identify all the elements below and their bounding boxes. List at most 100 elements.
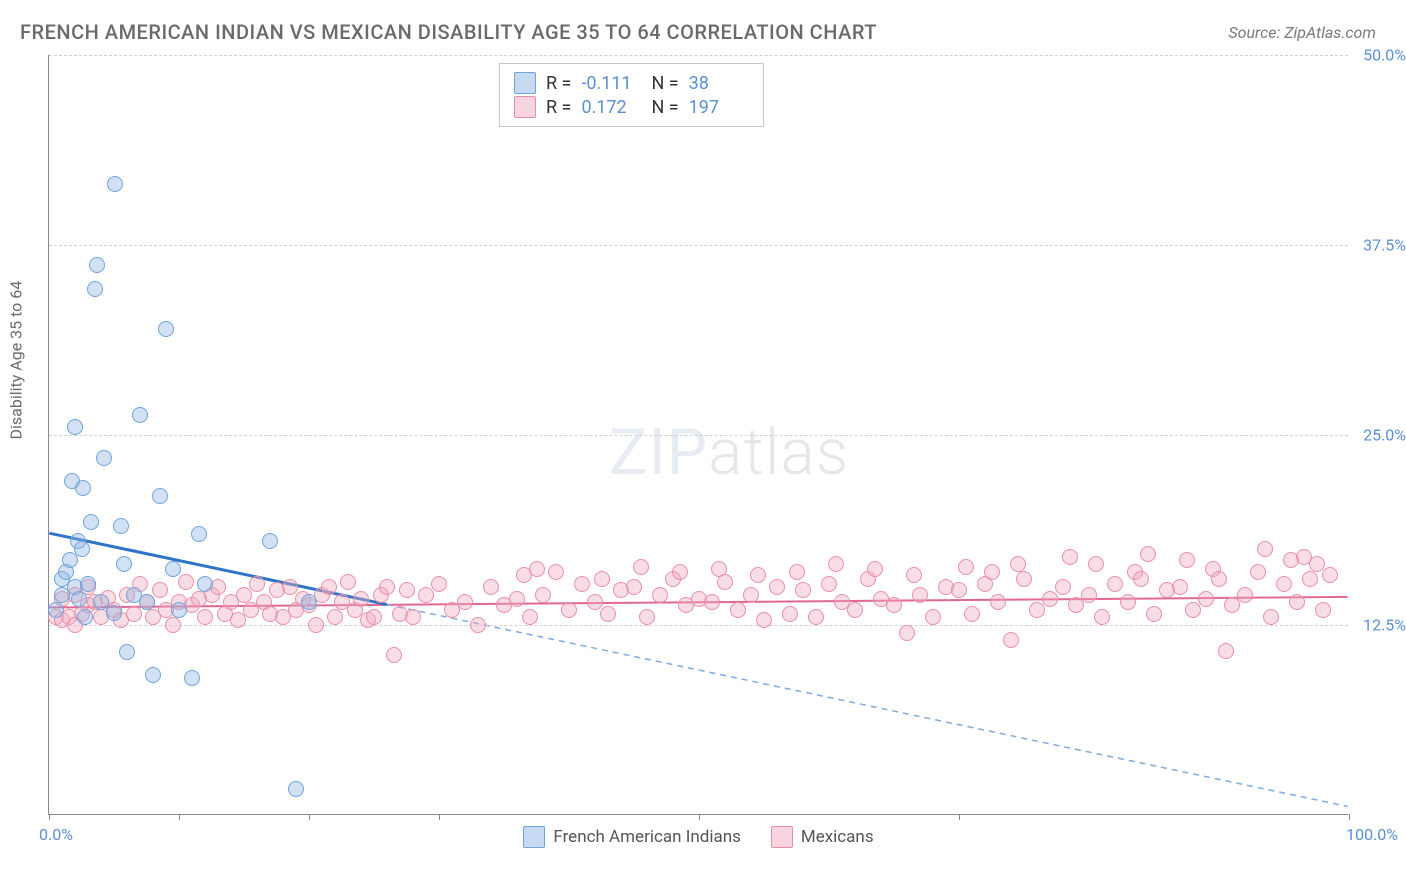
data-point <box>230 612 246 628</box>
data-point <box>405 609 421 625</box>
legend-label-series1: French American Indians <box>553 827 740 847</box>
data-point <box>145 667 161 683</box>
data-point <box>399 582 415 598</box>
data-point <box>470 617 486 633</box>
data-point <box>116 556 132 572</box>
data-point <box>132 407 148 423</box>
stats-row-series2: R = 0.172 N = 197 <box>514 96 749 118</box>
swatch-series2-icon <box>514 96 536 118</box>
stats-row-series1: R = -0.111 N = 38 <box>514 72 749 94</box>
data-point <box>191 526 207 542</box>
stats-legend: R = -0.111 N = 38 R = 0.172 N = 197 <box>499 63 764 127</box>
data-point <box>964 606 980 622</box>
data-point <box>89 257 105 273</box>
r-label: R = <box>546 73 571 94</box>
data-point <box>184 670 200 686</box>
r-value-series1: -0.111 <box>581 73 641 94</box>
data-point <box>418 587 434 603</box>
data-point <box>1198 591 1214 607</box>
legend-label-series2: Mexicans <box>801 827 874 847</box>
data-point <box>1107 576 1123 592</box>
data-point <box>600 606 616 622</box>
data-point <box>1068 597 1084 613</box>
data-point <box>756 612 772 628</box>
data-point <box>704 594 720 610</box>
data-point <box>379 579 395 595</box>
data-point <box>152 488 168 504</box>
data-point <box>1302 571 1318 587</box>
legend-swatch-series2-icon <box>771 826 793 848</box>
data-point <box>587 594 603 610</box>
data-point <box>743 587 759 603</box>
x-tick <box>49 814 50 820</box>
n-label: N = <box>651 73 678 94</box>
data-point <box>165 617 181 633</box>
gridline <box>49 435 1348 436</box>
data-point <box>366 609 382 625</box>
data-point <box>77 609 93 625</box>
data-point <box>821 576 837 592</box>
data-point <box>594 571 610 587</box>
data-point <box>535 587 551 603</box>
data-point <box>958 559 974 575</box>
y-axis-label: Disability Age 35 to 64 <box>7 281 26 440</box>
data-point <box>48 602 64 618</box>
data-point <box>1179 552 1195 568</box>
data-point <box>197 576 213 592</box>
data-point <box>1146 606 1162 622</box>
data-point <box>1088 556 1104 572</box>
data-point <box>1172 579 1188 595</box>
bottom-legend: French American Indians Mexicans <box>49 826 1348 848</box>
watermark-thin: atlas <box>708 415 849 490</box>
data-point <box>717 574 733 590</box>
gridline <box>49 55 1348 56</box>
data-point <box>899 625 915 641</box>
legend-swatch-series1-icon <box>523 826 545 848</box>
data-point <box>925 609 941 625</box>
data-point <box>906 567 922 583</box>
x-tick <box>309 814 310 820</box>
data-point <box>1257 541 1273 557</box>
data-point <box>548 564 564 580</box>
data-point <box>782 606 798 622</box>
y-tick-label: 25.0% <box>1363 426 1406 445</box>
data-point <box>1289 594 1305 610</box>
data-point <box>67 419 83 435</box>
data-point <box>633 559 649 575</box>
watermark-bold: ZIP <box>609 415 708 490</box>
data-point <box>769 579 785 595</box>
data-point <box>340 574 356 590</box>
data-point <box>1029 602 1045 618</box>
data-point <box>1062 549 1078 565</box>
data-point <box>1250 564 1266 580</box>
data-point <box>106 605 122 621</box>
y-tick-label: 50.0% <box>1363 46 1406 65</box>
data-point <box>80 576 96 592</box>
gridline <box>49 245 1348 246</box>
data-point <box>808 609 824 625</box>
data-point <box>83 514 99 530</box>
data-point <box>152 582 168 598</box>
data-point <box>951 582 967 598</box>
data-point <box>165 561 181 577</box>
data-point <box>1081 587 1097 603</box>
watermark: ZIPatlas <box>609 415 849 490</box>
data-point <box>990 594 1006 610</box>
data-point <box>282 579 298 595</box>
source-label: Source: ZipAtlas.com <box>1228 23 1376 42</box>
data-point <box>1237 587 1253 603</box>
chart-area: ZIPatlas R = -0.111 N = 38 R = 0.172 N =… <box>48 55 1348 815</box>
data-point <box>158 321 174 337</box>
data-point <box>1218 643 1234 659</box>
chart-title: FRENCH AMERICAN INDIAN VS MEXICAN DISABI… <box>20 20 877 44</box>
data-point <box>262 533 278 549</box>
data-point <box>119 644 135 660</box>
data-point <box>1322 567 1338 583</box>
data-point <box>509 591 525 607</box>
x-max-label: 100.0% <box>1346 825 1398 844</box>
data-point <box>561 602 577 618</box>
swatch-series1-icon <box>514 72 536 94</box>
data-point <box>113 518 129 534</box>
data-point <box>795 582 811 598</box>
data-point <box>178 574 194 590</box>
